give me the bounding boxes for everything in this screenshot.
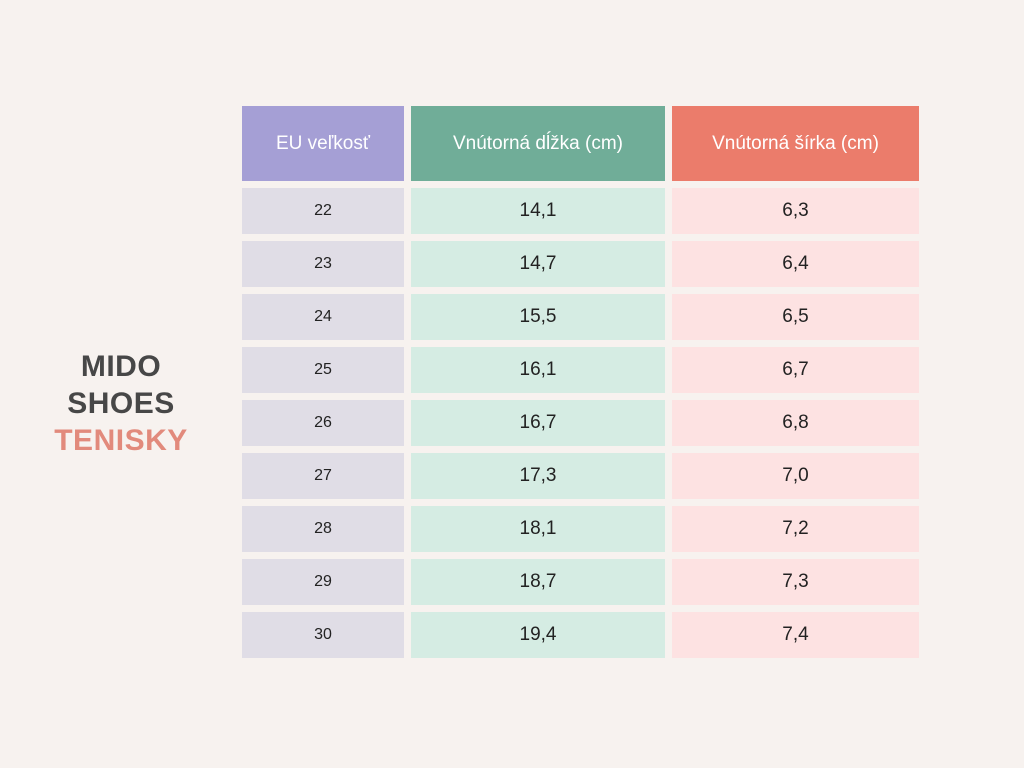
table-row: 25 16,1 6,7 <box>242 347 919 393</box>
table-row: 23 14,7 6,4 <box>242 241 919 287</box>
brand-line-shoes: SHOES <box>67 387 175 420</box>
cell-inner-width: 6,3 <box>672 188 919 234</box>
cell-inner-width: 7,2 <box>672 506 919 552</box>
cell-eu-size: 24 <box>242 294 404 340</box>
cell-eu-size: 30 <box>242 612 404 658</box>
cell-inner-width: 6,5 <box>672 294 919 340</box>
cell-inner-width: 6,7 <box>672 347 919 393</box>
table-row: 24 15,5 6,5 <box>242 294 919 340</box>
cell-eu-size: 22 <box>242 188 404 234</box>
header-inner-width: Vnútorná šírka (cm) <box>672 106 919 181</box>
cell-inner-length: 14,7 <box>411 241 665 287</box>
table-row: 27 17,3 7,0 <box>242 453 919 499</box>
cell-inner-length: 14,1 <box>411 188 665 234</box>
table-row: 29 18,7 7,3 <box>242 559 919 605</box>
cell-inner-width: 7,0 <box>672 453 919 499</box>
brand-title: MIDO SHOES TENISKY <box>0 348 242 459</box>
cell-inner-length: 18,7 <box>411 559 665 605</box>
cell-inner-width: 6,8 <box>672 400 919 446</box>
cell-inner-length: 18,1 <box>411 506 665 552</box>
table-row: 28 18,1 7,2 <box>242 506 919 552</box>
cell-inner-length: 15,5 <box>411 294 665 340</box>
cell-eu-size: 26 <box>242 400 404 446</box>
cell-inner-width: 7,4 <box>672 612 919 658</box>
table-row: 30 19,4 7,4 <box>242 612 919 658</box>
table-header-row: EU veľkosť Vnútorná dĺžka (cm) Vnútorná … <box>242 106 919 181</box>
table-row: 26 16,7 6,8 <box>242 400 919 446</box>
cell-inner-width: 6,4 <box>672 241 919 287</box>
cell-eu-size: 29 <box>242 559 404 605</box>
cell-inner-length: 16,7 <box>411 400 665 446</box>
cell-inner-length: 16,1 <box>411 347 665 393</box>
size-chart-table: EU veľkosť Vnútorná dĺžka (cm) Vnútorná … <box>242 106 919 665</box>
cell-eu-size: 27 <box>242 453 404 499</box>
cell-inner-width: 7,3 <box>672 559 919 605</box>
cell-eu-size: 28 <box>242 506 404 552</box>
cell-eu-size: 25 <box>242 347 404 393</box>
cell-inner-length: 17,3 <box>411 453 665 499</box>
brand-line-mido: MIDO <box>80 350 162 383</box>
header-eu-size: EU veľkosť <box>242 106 404 181</box>
brand-line-tenisky: TENISKY <box>54 424 188 457</box>
header-inner-length: Vnútorná dĺžka (cm) <box>411 106 665 181</box>
table-row: 22 14,1 6,3 <box>242 188 919 234</box>
cell-inner-length: 19,4 <box>411 612 665 658</box>
cell-eu-size: 23 <box>242 241 404 287</box>
